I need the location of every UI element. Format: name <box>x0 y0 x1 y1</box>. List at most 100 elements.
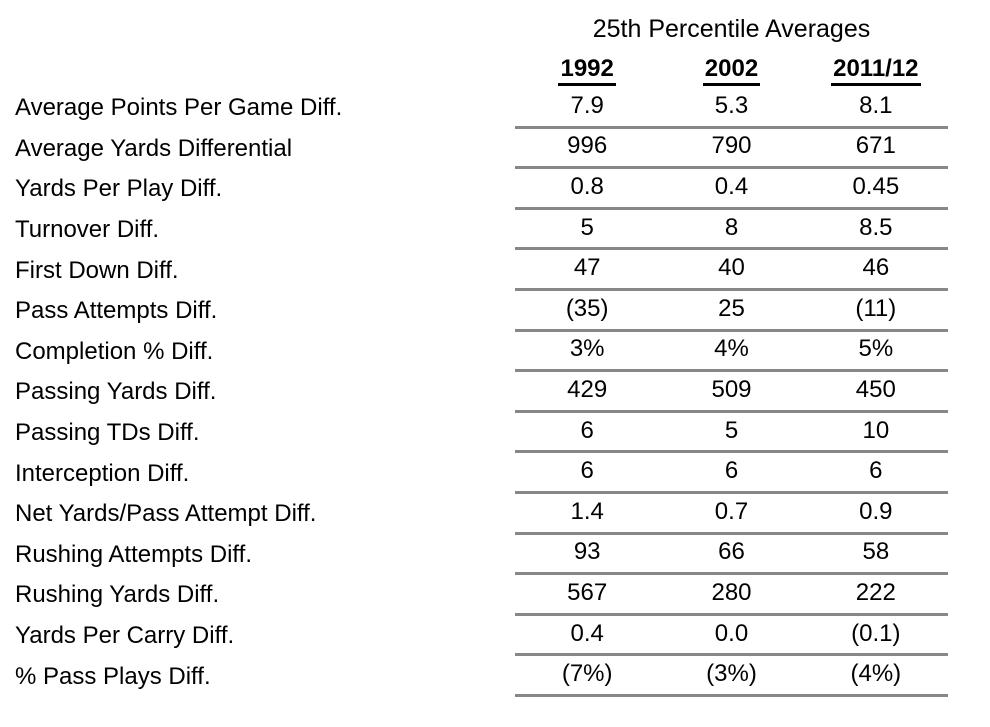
row-label: Average Yards Differential <box>15 134 293 162</box>
value-cell-1992: (7%) <box>561 660 613 688</box>
value-cell-1992: 5 <box>580 213 594 241</box>
value-cell-2002: 280 <box>711 578 752 606</box>
table-row: Interception Diff. 6 6 6 <box>0 453 990 494</box>
row-label: Yards Per Play Diff. <box>15 175 223 203</box>
column-header-label: 2011/12 <box>831 54 921 86</box>
value-cell-2002: 5.3 <box>714 91 749 119</box>
row-values: 429 509 450 <box>515 372 948 413</box>
table-row: First Down Diff. 47 40 46 <box>0 250 990 291</box>
value-cell-1992: 1.4 <box>570 497 604 525</box>
column-header-label: 1992 <box>558 54 616 86</box>
row-label: Average Points Per Game Diff. <box>15 94 343 122</box>
row-values: (7%) (3%) (4%) <box>515 656 948 697</box>
value-cell-1992: 3% <box>569 335 605 363</box>
value-cell-2002: 8 <box>724 213 739 241</box>
column-header-2002: 2002 <box>659 46 803 88</box>
value-cell-2011-12: 5% <box>858 335 894 363</box>
row-values: 6 5 10 <box>515 413 948 454</box>
row-label: Interception Diff. <box>15 459 190 487</box>
row-label: Net Yards/Pass Attempt Diff. <box>15 500 317 528</box>
value-cell-1992: 429 <box>567 375 608 403</box>
value-cell-2002: 25 <box>718 294 745 322</box>
table-row: Yards Per Play Diff. 0.8 0.4 0.45 <box>0 169 990 210</box>
table-row: Rushing Yards Diff. 567 280 222 <box>0 575 990 616</box>
row-values: 5 8 8.5 <box>515 210 948 251</box>
value-cell-2011-12: (4%) <box>850 660 902 688</box>
value-cell-1992: 6 <box>580 416 594 444</box>
value-cell-1992: 47 <box>573 254 601 282</box>
row-values: 1.4 0.7 0.9 <box>515 494 948 535</box>
value-cell-1992: 0.8 <box>570 172 604 200</box>
value-cell-2002: 790 <box>711 132 752 160</box>
value-cell-2002: (3%) <box>706 660 757 688</box>
column-headers-row: 1992 2002 2011/12 <box>515 46 948 88</box>
row-label: Pass Attempts Diff. <box>15 297 218 325</box>
row-values: (35) 25 (11) <box>515 291 948 332</box>
value-cell-2011-12: 6 <box>869 457 883 485</box>
table-row: Passing TDs Diff. 6 5 10 <box>0 413 990 454</box>
table-row: Turnover Diff. 5 8 8.5 <box>0 210 990 251</box>
row-label: % Pass Plays Diff. <box>15 662 211 690</box>
row-values: 7.9 5.3 8.1 <box>515 88 948 129</box>
table-row: Average Yards Differential 996 790 671 <box>0 129 990 170</box>
value-cell-2002: 6 <box>724 457 739 485</box>
row-values: 996 790 671 <box>515 129 948 170</box>
value-cell-2002: 4% <box>714 335 749 363</box>
value-cell-2002: 0.7 <box>714 497 749 525</box>
table-row: Rushing Attempts Diff. 93 66 58 <box>0 535 990 576</box>
table-row: % Pass Plays Diff. (7%) (3%) (4%) <box>0 656 990 697</box>
value-cell-2002: 509 <box>711 375 752 403</box>
value-cell-2011-12: (0.1) <box>851 619 901 647</box>
row-label: Rushing Yards Diff. <box>15 581 220 609</box>
row-label: Completion % Diff. <box>15 337 214 365</box>
row-values: 93 66 58 <box>515 535 948 576</box>
value-cell-2002: 40 <box>718 254 745 282</box>
table-row: Net Yards/Pass Attempt Diff. 1.4 0.7 0.9 <box>0 494 990 535</box>
value-cell-1992: 567 <box>567 578 608 606</box>
value-cell-2011-12: 58 <box>862 538 890 566</box>
row-values: 6 6 6 <box>515 453 948 494</box>
table-rows: Average Points Per Game Diff. 7.9 5.3 8.1 Av… <box>0 88 990 697</box>
value-cell-2011-12: 450 <box>855 375 896 403</box>
value-cell-2011-12: 8.1 <box>859 91 893 119</box>
value-cell-2011-12: 8.5 <box>859 213 893 241</box>
value-cell-2011-12: (11) <box>855 294 897 322</box>
table-row: Passing Yards Diff. 429 509 450 <box>0 372 990 413</box>
value-cell-1992: 93 <box>573 538 601 566</box>
row-values: 47 40 46 <box>515 250 948 291</box>
value-cell-1992: (35) <box>565 294 609 322</box>
value-cell-1992: 7.9 <box>570 91 604 119</box>
value-cell-2011-12: 10 <box>862 416 890 444</box>
value-cell-1992: 6 <box>580 457 594 485</box>
row-label: Passing TDs Diff. <box>15 419 200 447</box>
row-values: 0.4 0.0 (0.1) <box>515 616 948 657</box>
value-cell-2002: 0.4 <box>714 172 749 200</box>
column-header-1992: 1992 <box>515 46 659 88</box>
table-title: 25th Percentile Averages <box>592 15 871 43</box>
row-values: 0.8 0.4 0.45 <box>515 169 948 210</box>
table-row: Average Points Per Game Diff. 7.9 5.3 8.1 <box>0 88 990 129</box>
column-header-2011-12: 2011/12 <box>804 46 948 88</box>
value-cell-1992: 0.4 <box>570 619 604 647</box>
row-values: 3% 4% 5% <box>515 332 948 373</box>
value-cell-2011-12: 0.9 <box>859 497 893 525</box>
table-row: Yards Per Carry Diff. 0.4 0.0 (0.1) <box>0 616 990 657</box>
value-cell-2011-12: 222 <box>855 578 896 606</box>
row-label: Turnover Diff. <box>15 216 160 244</box>
value-cell-2011-12: 671 <box>855 132 896 160</box>
table-row: Completion % Diff. 3% 4% 5% <box>0 332 990 373</box>
row-label: Yards Per Carry Diff. <box>15 622 235 650</box>
table-header-area: 25th Percentile Averages 1992 2002 2011/… <box>515 0 948 88</box>
value-cell-1992: 996 <box>567 132 608 160</box>
value-cell-2011-12: 0.45 <box>852 172 900 200</box>
value-cell-2011-12: 46 <box>862 254 890 282</box>
row-label: First Down Diff. <box>15 256 179 284</box>
value-cell-2002: 66 <box>718 538 745 566</box>
value-cell-2002: 5 <box>724 416 739 444</box>
value-cell-2002: 0.0 <box>714 619 749 647</box>
column-header-label: 2002 <box>702 54 761 86</box>
row-values: 567 280 222 <box>515 575 948 616</box>
table-row: Pass Attempts Diff. (35) 25 (11) <box>0 291 990 332</box>
row-label: Passing Yards Diff. <box>15 378 217 406</box>
